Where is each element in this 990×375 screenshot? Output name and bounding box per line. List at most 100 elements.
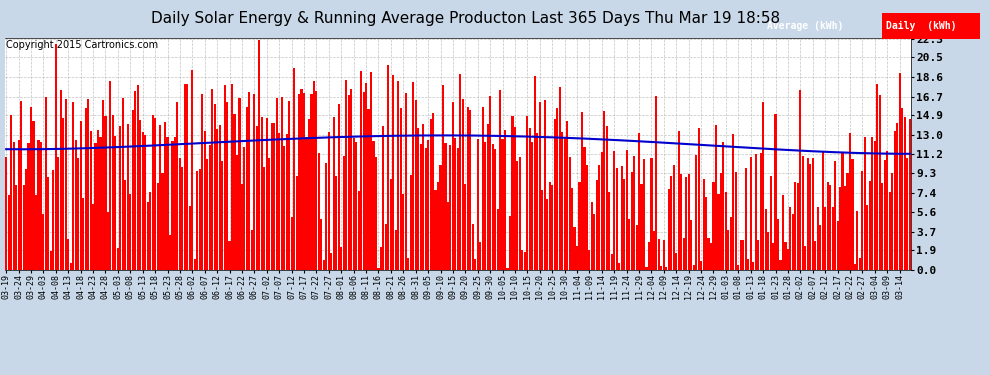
Bar [375,157,377,270]
Bar [822,150,824,270]
Bar [695,155,697,270]
Bar [268,158,270,270]
Bar [8,195,10,270]
Bar [260,117,263,270]
Bar [23,185,25,270]
Bar [809,165,812,270]
Bar [278,133,280,270]
Bar [645,267,647,270]
Bar [206,159,208,270]
Bar [735,171,737,270]
Bar [397,81,399,270]
Bar [871,137,873,270]
Bar [293,68,295,270]
Bar [688,174,690,270]
Bar [789,207,791,270]
Bar [174,137,176,270]
Bar [145,135,147,270]
Bar [708,238,710,270]
Bar [290,217,293,270]
Bar [380,247,382,270]
Bar [255,126,258,270]
Bar [352,138,354,270]
Bar [854,264,856,270]
Bar [663,240,665,270]
Bar [246,107,248,270]
Bar [189,206,191,270]
Bar [191,70,193,270]
Bar [556,108,558,270]
Bar [316,91,318,270]
Bar [698,128,700,270]
Bar [700,261,702,270]
Bar [201,94,203,270]
Bar [568,157,570,270]
Bar [879,95,881,270]
Bar [548,183,550,270]
Bar [723,142,725,270]
Bar [318,153,320,270]
Bar [844,186,846,270]
Bar [298,94,300,270]
Bar [884,160,886,270]
Bar [859,258,861,270]
Bar [484,142,486,270]
Bar [181,167,183,270]
Bar [169,235,171,270]
Bar [382,126,384,270]
Bar [899,73,901,270]
Bar [336,176,338,270]
Bar [224,85,226,270]
Bar [772,243,774,270]
Bar [43,214,45,270]
Bar [84,108,87,270]
Bar [817,207,819,270]
Bar [593,214,595,270]
Bar [814,241,817,270]
Bar [725,192,727,270]
Bar [20,101,22,270]
Bar [186,84,188,270]
Bar [239,98,241,270]
Bar [606,126,608,270]
Bar [370,72,372,270]
Bar [713,182,715,270]
Bar [346,80,347,270]
Bar [417,128,419,270]
Bar [690,219,692,270]
Bar [812,158,814,270]
Bar [881,183,883,270]
Bar [154,118,156,270]
Bar [720,173,722,270]
Bar [866,205,868,270]
Bar [886,151,888,270]
Bar [244,147,246,270]
Bar [489,96,491,270]
Bar [882,13,980,39]
Bar [464,184,466,270]
Bar [837,221,839,270]
Bar [107,212,109,270]
Bar [757,240,759,270]
Bar [427,140,429,270]
Bar [544,100,545,270]
Bar [422,124,424,270]
Bar [660,267,662,270]
Bar [99,136,102,270]
Bar [48,177,50,270]
Bar [199,169,201,270]
Bar [445,142,446,270]
Bar [50,251,51,270]
Bar [705,196,707,270]
Bar [94,143,97,270]
Bar [265,118,268,270]
Bar [678,131,680,270]
Bar [476,139,479,270]
Bar [576,246,578,270]
Text: Daily  (kWh): Daily (kWh) [886,21,957,31]
Bar [430,119,432,270]
Bar [449,145,451,270]
Bar [611,254,613,270]
Bar [221,161,223,270]
Bar [906,158,908,270]
